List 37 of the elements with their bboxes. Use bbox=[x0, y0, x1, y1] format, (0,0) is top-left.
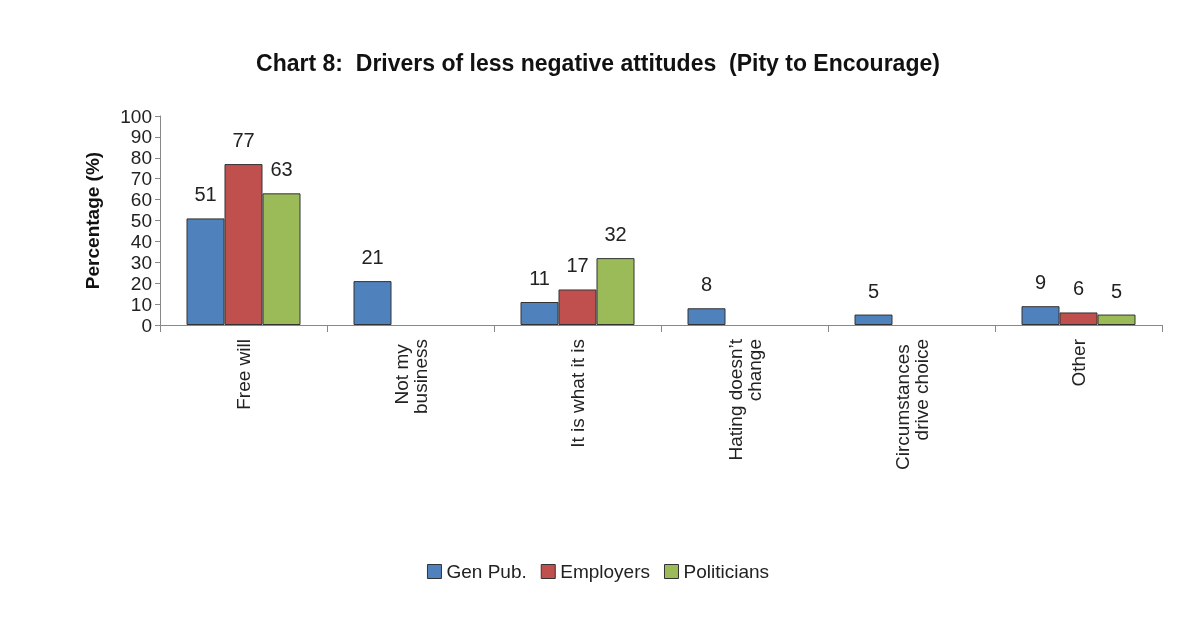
y-tick-label: 60 bbox=[130, 189, 152, 211]
data-label: 77 bbox=[232, 129, 255, 152]
data-label: 51 bbox=[194, 183, 217, 206]
legend-label: Employers bbox=[560, 561, 650, 582]
data-label: 9 bbox=[1034, 271, 1047, 294]
data-label: 11 bbox=[529, 267, 550, 290]
y-tick-label: 80 bbox=[130, 147, 152, 169]
y-tick-label: 10 bbox=[130, 293, 152, 315]
bar bbox=[687, 308, 726, 325]
legend-label: Gen Pub. bbox=[446, 561, 527, 582]
y-tick-label: 90 bbox=[130, 126, 152, 148]
legend-label: Politicians bbox=[683, 561, 770, 582]
x-tick-label: Free will bbox=[233, 339, 254, 410]
y-tick-label: 20 bbox=[130, 272, 152, 294]
data-label: 32 bbox=[604, 223, 627, 246]
data-label: 8 bbox=[700, 273, 713, 296]
x-tick-label: Other bbox=[1068, 338, 1089, 387]
data-label: 6 bbox=[1072, 277, 1085, 300]
y-tick-label: 50 bbox=[130, 210, 152, 231]
y-tick-label: 100 bbox=[120, 105, 152, 127]
data-label: 21 bbox=[361, 246, 384, 269]
y-axis-title: Percentage (%) bbox=[82, 151, 103, 290]
bar bbox=[854, 314, 893, 325]
y-tick-label: 30 bbox=[130, 251, 152, 273]
data-label: 5 bbox=[867, 279, 880, 302]
data-label: 5 bbox=[1110, 279, 1123, 302]
y-tick-label: 40 bbox=[130, 230, 152, 252]
data-label: 63 bbox=[270, 158, 293, 181]
x-tick-label: Circumstances drive choice bbox=[891, 339, 932, 470]
x-tick-label: It is what it is bbox=[567, 339, 588, 448]
x-tick-label: Not my business bbox=[390, 339, 431, 414]
bar bbox=[353, 281, 392, 325]
data-label: 17 bbox=[566, 254, 589, 277]
y-tick-label: 70 bbox=[130, 168, 152, 190]
x-tick-label: Hating doesn’t change bbox=[724, 338, 765, 461]
y-tick-label: 0 bbox=[141, 314, 152, 336]
chart-title: Chart 8: Drivers of less negative attitudes (Pity to Encourage) bbox=[256, 49, 940, 76]
